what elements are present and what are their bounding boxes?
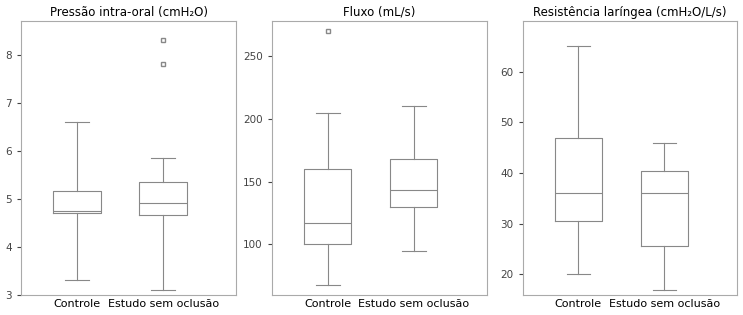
Title: Fluxo (mL/s): Fluxo (mL/s) xyxy=(343,6,415,19)
Title: Pressão intra-oral (cmH₂O): Pressão intra-oral (cmH₂O) xyxy=(50,6,208,19)
Title: Resistência laríngea (cmH₂O/L/s): Resistência laríngea (cmH₂O/L/s) xyxy=(533,6,727,19)
